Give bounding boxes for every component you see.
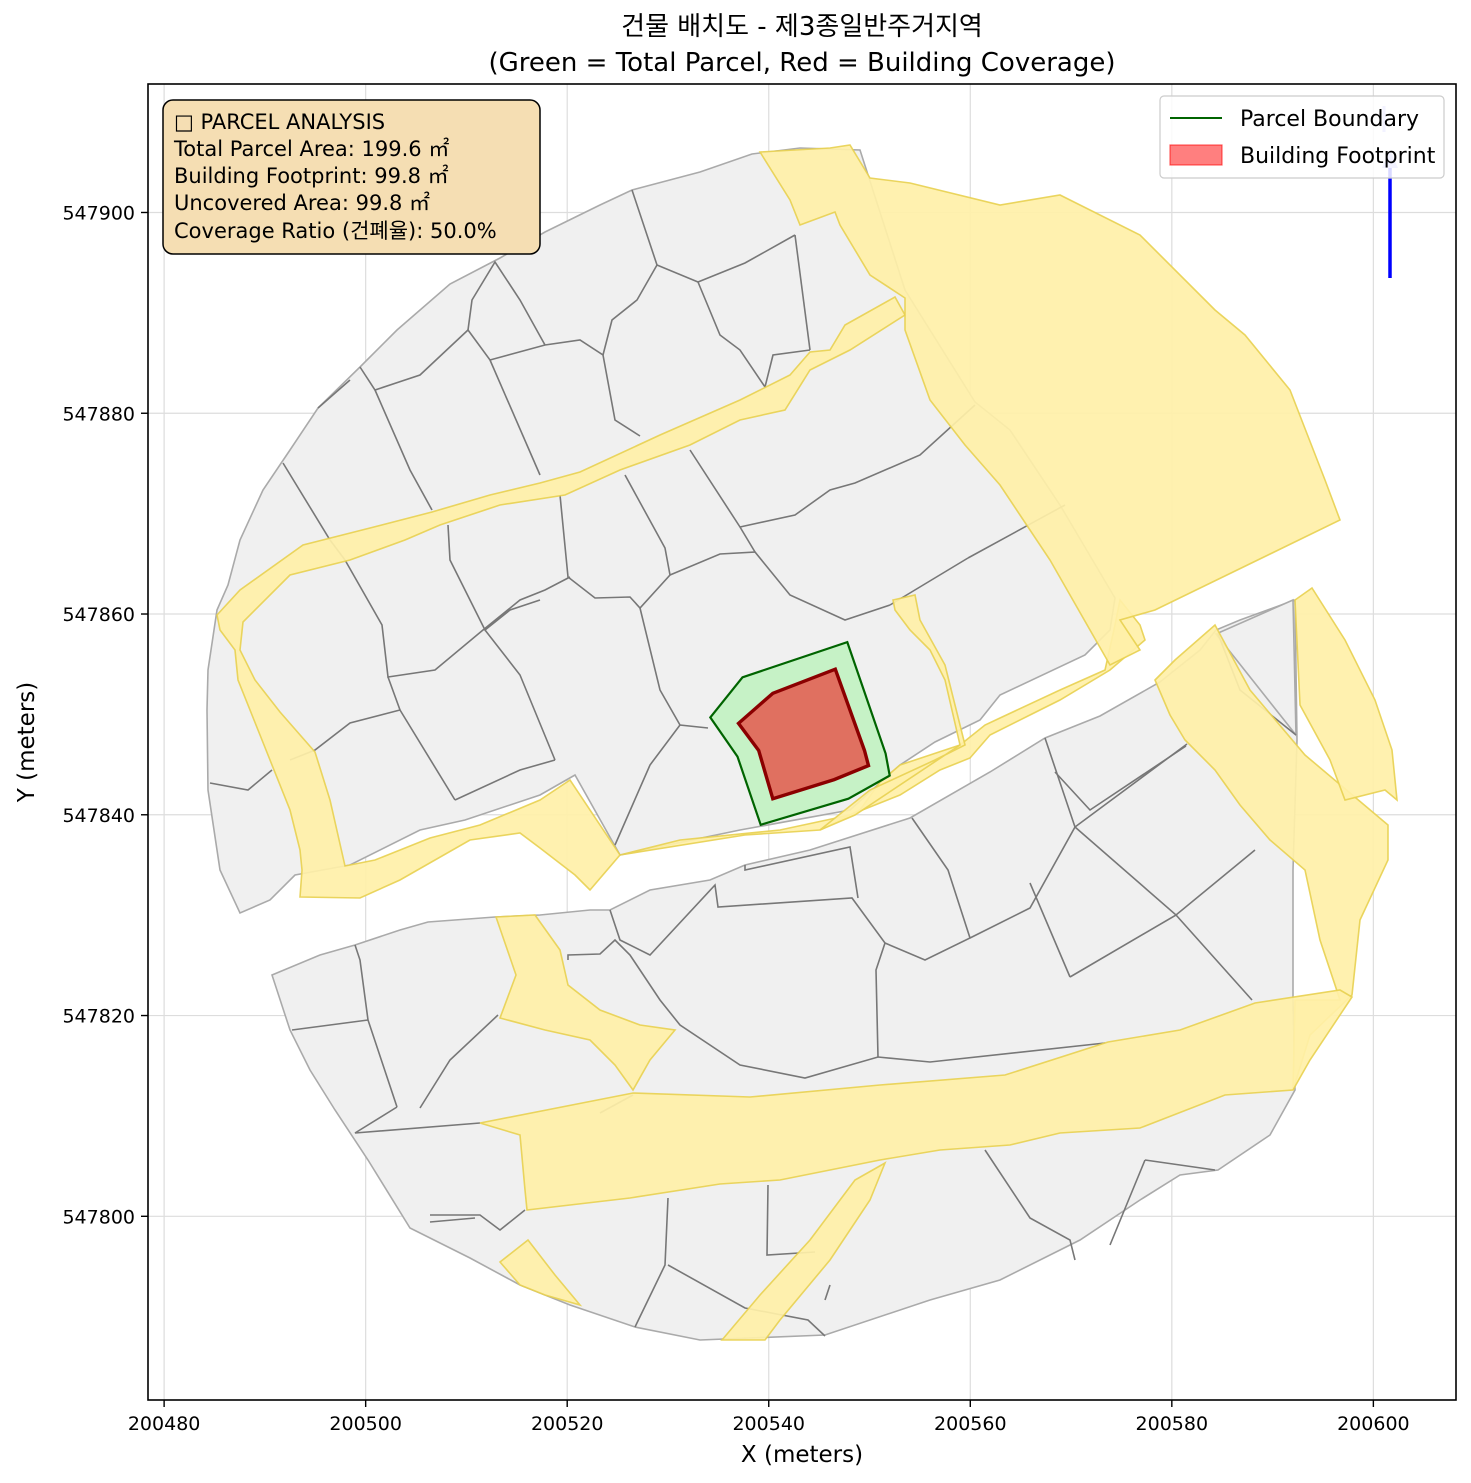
info-uncovered-area: Uncovered Area: 99.8 ㎡	[174, 191, 430, 215]
road-south-band	[479, 989, 1354, 1211]
info-total-area: Total Parcel Area: 199.6 ㎡	[173, 137, 449, 161]
y-tick-label: 547900	[62, 202, 135, 224]
legend: Parcel Boundary Building Footprint	[1159, 95, 1445, 179]
x-tick-label: 200580	[1136, 1413, 1209, 1435]
y-tick-label: 547800	[62, 1206, 135, 1228]
road-south-diagonal	[720, 1161, 887, 1341]
x-tick-label: 200520	[531, 1413, 604, 1435]
x-axis-label: X (meters)	[741, 1442, 863, 1468]
info-heading: □ PARCEL ANALYSIS	[174, 110, 385, 134]
legend-building-swatch	[1169, 144, 1223, 166]
road-southwest-stub	[498, 1238, 583, 1307]
x-tick-label: 200540	[732, 1413, 805, 1435]
legend-parcel-label: Parcel Boundary	[1240, 107, 1419, 132]
info-coverage-ratio: Coverage Ratio (건폐율): 50.0%	[174, 219, 497, 243]
axes-frame	[147, 83, 1457, 1401]
x-tick-label: 200500	[329, 1413, 402, 1435]
x-tick-label: 200560	[934, 1413, 1007, 1435]
info-building-footprint: Building Footprint: 99.8 ㎡	[174, 164, 449, 188]
road-mid-diagonal	[819, 594, 966, 831]
building-footprint-polygon[interactable]	[736, 666, 871, 801]
y-tick-label: 547820	[62, 1006, 135, 1028]
chart-title-line2: (Green = Total Parcel, Red = Building Co…	[489, 48, 1116, 78]
x-axis-ticks: 200480 200500 200520 200540 200560 200580 2006…	[128, 1400, 1410, 1435]
x-tick-label: 200480	[128, 1413, 201, 1435]
map-area	[148, 84, 1456, 1400]
parcel-analysis-box: □ PARCEL ANALYSIS Total Parcel Area: 199…	[162, 99, 541, 255]
y-tick-label: 547860	[62, 604, 135, 626]
y-tick-label: 547840	[62, 805, 135, 827]
road-east-spur	[1294, 586, 1398, 802]
road-north-strip	[216, 295, 1146, 899]
lots-east	[1214, 598, 1297, 738]
road-northeast-diagonal	[758, 144, 1342, 667]
roads-layer	[216, 144, 1398, 1341]
lot-division-lines	[209, 189, 1066, 846]
chart-title-line1: 건물 배치도 - 제3종일반주거지역	[621, 12, 983, 42]
legend-building-label: Building Footprint	[1240, 144, 1436, 169]
y-tick-label: 547880	[62, 403, 135, 425]
x-tick-label: 200600	[1337, 1413, 1410, 1435]
road-southwest-diagonal	[494, 914, 677, 1092]
y-axis-ticks: 547800 547820 547840 547860 547880 547900	[62, 202, 148, 1228]
y-axis-label: Y (meters)	[14, 682, 40, 803]
